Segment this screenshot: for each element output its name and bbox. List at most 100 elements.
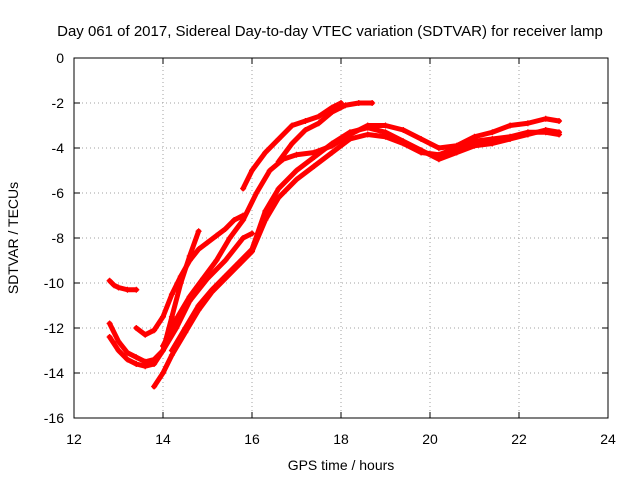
data-point	[542, 127, 549, 133]
data-point	[115, 347, 122, 354]
data-point	[262, 149, 269, 156]
series-track-d	[151, 129, 563, 390]
data-point	[142, 331, 149, 338]
data-point	[311, 163, 318, 169]
x-tick-label: 24	[600, 431, 616, 447]
series-track-c	[133, 212, 247, 338]
data-point	[382, 122, 389, 129]
data-point	[213, 257, 220, 264]
data-point	[151, 383, 158, 390]
x-tick-label: 20	[422, 431, 438, 447]
chart-title: Day 061 of 2017, Sidereal Day-to-day VTE…	[57, 23, 603, 40]
y-tick-label: -14	[44, 365, 64, 381]
series-track-i	[106, 277, 140, 293]
data-point	[315, 113, 322, 120]
data-point	[200, 275, 207, 282]
data-point	[133, 286, 140, 293]
y-tick-label: -2	[52, 95, 65, 111]
data-point	[168, 313, 175, 320]
data-point	[289, 122, 296, 129]
data-point	[453, 149, 460, 156]
y-tick-label: -16	[44, 410, 64, 426]
data-point	[142, 358, 149, 365]
data-point	[115, 338, 122, 345]
y-tick-label: -12	[44, 320, 64, 336]
data-point	[106, 334, 113, 340]
data-point	[208, 286, 215, 293]
data-point	[556, 129, 563, 136]
data-point	[400, 138, 407, 145]
data-point	[160, 313, 166, 320]
data-point	[471, 133, 478, 140]
data-point	[249, 230, 255, 237]
data-point	[213, 232, 220, 239]
data-point	[364, 131, 371, 138]
data-point	[364, 122, 371, 129]
data-point	[342, 102, 349, 109]
data-point	[329, 109, 336, 115]
data-point	[556, 118, 563, 124]
series-track-h	[275, 100, 376, 165]
data-point	[266, 167, 273, 174]
data-point	[195, 302, 202, 309]
data-point	[489, 140, 496, 147]
data-point	[542, 115, 549, 122]
data-point	[346, 131, 353, 138]
x-tick-label: 22	[511, 431, 527, 447]
data-point	[400, 127, 407, 133]
data-point	[173, 316, 180, 322]
data-point	[177, 273, 184, 280]
data-point	[524, 120, 531, 127]
data-point	[311, 149, 318, 156]
data-point	[275, 136, 282, 142]
data-point	[182, 325, 189, 331]
data-point	[124, 349, 131, 356]
data-point	[240, 235, 247, 241]
data-point	[302, 127, 309, 133]
axis-ticks: 12 14 16 18 20 22 24 0 -2 -4 -6 -8 -10 -12 -14 -16	[44, 50, 616, 447]
x-tick-label: 16	[244, 431, 260, 447]
y-tick-label: -4	[52, 140, 65, 156]
data-point	[186, 293, 193, 300]
data-point	[240, 185, 247, 192]
data-point	[151, 356, 158, 363]
data-point	[289, 140, 296, 147]
data-point	[249, 246, 255, 253]
series-track-f	[160, 115, 563, 349]
data-point	[293, 151, 300, 158]
data-point	[435, 145, 442, 151]
y-tick-label: 0	[56, 50, 64, 66]
data-point	[249, 167, 255, 174]
data-point	[382, 129, 389, 136]
data-point	[507, 136, 514, 142]
data-series	[106, 100, 563, 390]
data-point	[355, 100, 362, 106]
series-trace	[160, 116, 562, 349]
data-point	[293, 167, 300, 174]
data-point	[186, 257, 193, 264]
data-point	[369, 100, 376, 106]
data-point	[111, 282, 118, 289]
data-point	[222, 273, 229, 280]
data-point	[418, 136, 425, 142]
data-point	[226, 235, 233, 241]
data-point	[302, 118, 309, 124]
data-point	[293, 176, 300, 183]
data-point	[195, 246, 202, 253]
data-point	[275, 194, 282, 201]
data-point	[453, 142, 460, 149]
data-point	[507, 122, 514, 129]
gridlines	[74, 58, 608, 418]
data-point	[253, 190, 260, 196]
data-point	[222, 257, 229, 264]
data-point	[115, 284, 122, 291]
data-point	[168, 291, 175, 298]
series-track-g	[240, 100, 344, 192]
data-point	[329, 149, 336, 156]
data-point	[124, 356, 131, 363]
data-point	[195, 228, 202, 235]
x-tick-label: 14	[155, 431, 171, 447]
data-point	[435, 156, 442, 163]
y-tick-label: -6	[52, 185, 65, 201]
